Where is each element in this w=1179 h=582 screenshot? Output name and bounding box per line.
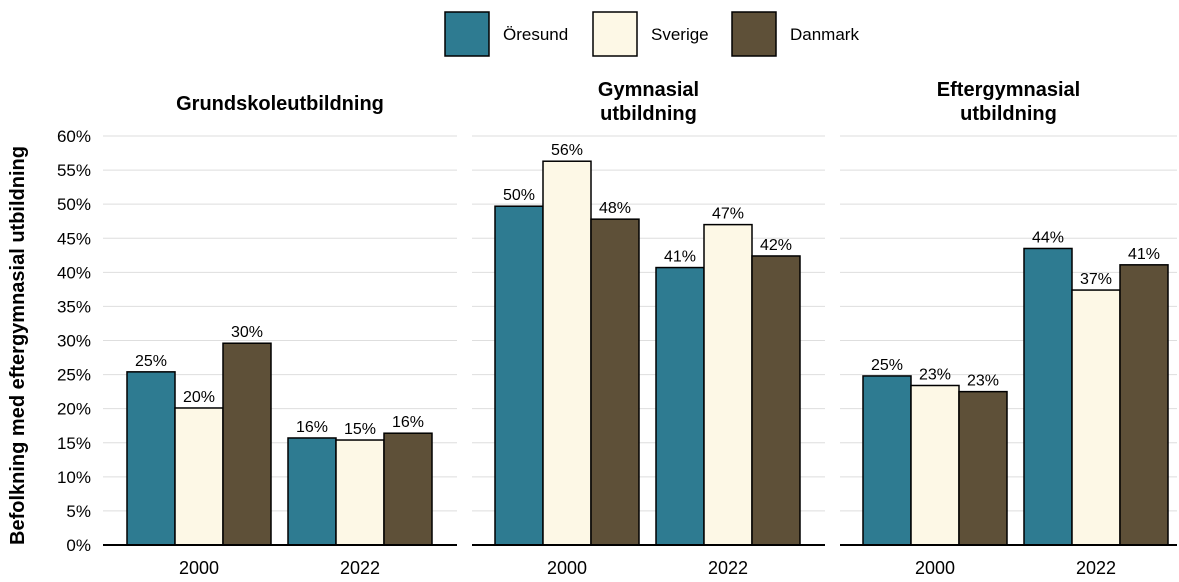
legend-label-3: Danmark: [790, 25, 859, 44]
data-label: 25%: [135, 353, 167, 370]
y-tick-label: 5%: [66, 502, 91, 521]
bar-danmark-2022: [383, 432, 433, 546]
data-label: 50%: [503, 187, 535, 204]
x-tick-label: 2022: [708, 558, 748, 577]
bar-danmark-2000: [958, 390, 1008, 546]
bar-resund-2022: [1023, 247, 1073, 546]
bar-resund-2000: [494, 205, 544, 546]
y-tick-label: 55%: [57, 161, 91, 180]
data-label: 23%: [967, 373, 999, 390]
data-label: 25%: [871, 357, 903, 374]
panel-title: utbildning: [600, 103, 697, 125]
bar-sverige-2022: [703, 223, 753, 546]
data-label: 44%: [1032, 229, 1064, 246]
data-label: 15%: [344, 421, 376, 438]
y-tick-label: 0%: [66, 536, 91, 555]
data-label: 41%: [664, 249, 696, 266]
bar-sverige-2000: [542, 160, 592, 546]
bar-danmark-2022: [751, 255, 801, 546]
y-tick-label: 15%: [57, 434, 91, 453]
data-label: 20%: [183, 389, 215, 406]
legend-label-2: Sverige: [651, 25, 709, 44]
x-tick-label: 2000: [547, 558, 587, 577]
y-tick-label: 30%: [57, 332, 91, 351]
y-tick-label: 50%: [57, 195, 91, 214]
bar-danmark-2000: [222, 342, 272, 546]
y-tick-label: 20%: [57, 400, 91, 419]
panel-title: Gymnasial: [598, 79, 699, 101]
panel-title: Grundskoleutbildning: [176, 93, 384, 115]
x-tick-label: 2022: [340, 558, 380, 577]
data-label: 23%: [919, 366, 951, 383]
bar-resund-2000: [126, 371, 176, 546]
panel-title: utbildning: [960, 103, 1057, 125]
x-tick-label: 2000: [179, 558, 219, 577]
legend-swatch-3: [731, 11, 777, 57]
data-label: 42%: [760, 237, 792, 254]
bar-resund-2022: [655, 266, 705, 546]
x-tick-label: 2000: [915, 558, 955, 577]
legend-swatch-2: [592, 11, 638, 57]
bar-resund-2022: [287, 437, 337, 546]
y-tick-label: 35%: [57, 297, 91, 316]
y-tick-label: 10%: [57, 468, 91, 487]
legend-swatch-1: [444, 11, 490, 57]
data-label: 37%: [1080, 271, 1112, 288]
y-axis-title: Befolkning med eftergymnasial utbildning: [7, 146, 29, 545]
y-tick-label: 25%: [57, 366, 91, 385]
y-tick-label: 60%: [57, 127, 91, 146]
data-label: 30%: [231, 324, 263, 341]
bar-danmark-2000: [590, 218, 640, 546]
data-label: 41%: [1128, 246, 1160, 263]
bar-sverige-2000: [174, 407, 224, 546]
bar-sverige-2000: [910, 384, 960, 546]
bar-resund-2000: [862, 375, 912, 546]
y-tick-label: 40%: [57, 263, 91, 282]
data-label: 16%: [392, 414, 424, 431]
data-label: 56%: [551, 142, 583, 159]
legend-label-1: Öresund: [503, 25, 568, 44]
bar-danmark-2022: [1119, 264, 1169, 546]
x-tick-label: 2022: [1076, 558, 1116, 577]
data-label: 47%: [712, 206, 744, 223]
y-tick-label: 45%: [57, 229, 91, 248]
bar-sverige-2022: [1071, 289, 1121, 546]
bar-sverige-2022: [335, 439, 385, 546]
data-label: 16%: [296, 419, 328, 436]
panel-title: Eftergymnasial: [937, 79, 1080, 101]
data-label: 48%: [599, 200, 631, 217]
